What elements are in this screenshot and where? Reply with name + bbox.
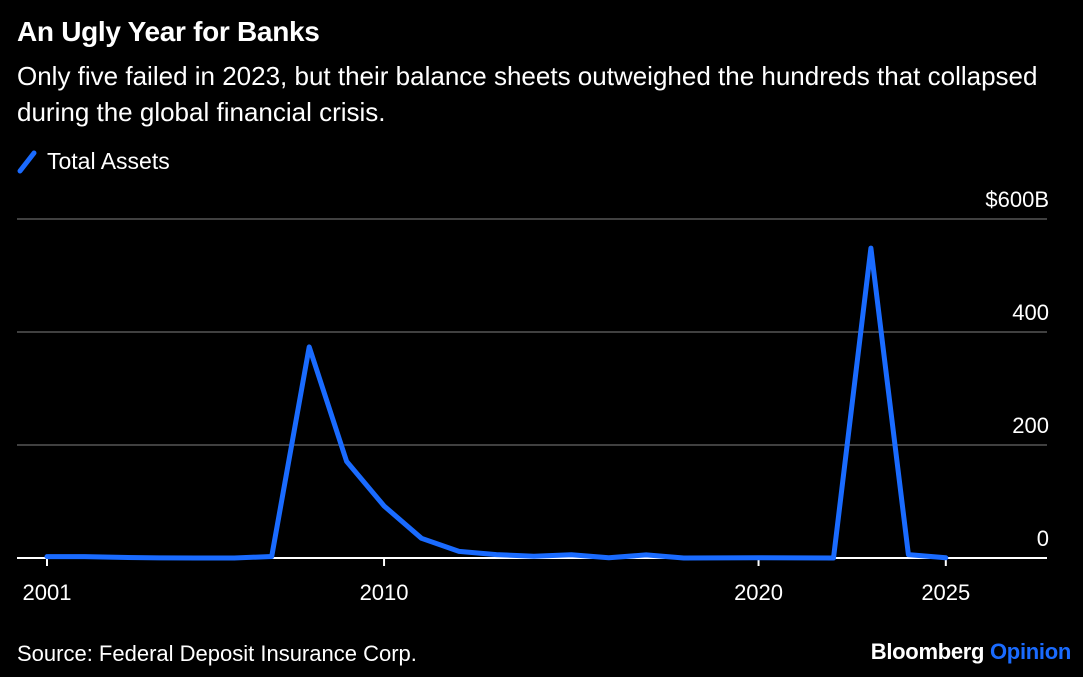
legend-swatch-total-assets bbox=[17, 150, 37, 173]
legend: Total Assets bbox=[17, 148, 170, 175]
x-axis-labels: 2001 2010 2020 2025 bbox=[23, 580, 971, 605]
brand-logo: Bloomberg Opinion bbox=[870, 639, 1072, 665]
y-tick-label: 200 bbox=[1012, 413, 1049, 438]
y-tick-label: $600B bbox=[985, 187, 1049, 212]
legend-label-total-assets: Total Assets bbox=[47, 148, 170, 174]
x-tick-label: 2020 bbox=[734, 580, 783, 605]
source-note: Source: Federal Deposit Insurance Corp. bbox=[17, 641, 417, 666]
y-tick-label: 0 bbox=[1037, 526, 1049, 551]
gridlines bbox=[17, 218, 1047, 446]
brand-suffix: Opinion bbox=[990, 639, 1071, 664]
x-tick-label: 2001 bbox=[23, 580, 72, 605]
x-tick-label: 2010 bbox=[360, 580, 409, 605]
chart-title: An Ugly Year for Banks bbox=[17, 16, 320, 47]
y-tick-label: 400 bbox=[1012, 300, 1049, 325]
brand-name: Bloomberg bbox=[870, 639, 985, 664]
series-line-total-assets bbox=[44, 245, 949, 561]
x-tick-label: 2025 bbox=[921, 580, 970, 605]
y-axis-labels: $600B 400 200 0 bbox=[985, 187, 1049, 551]
chart-subtitle: Only five failed in 2023, but their bala… bbox=[17, 61, 1038, 127]
series-total-assets bbox=[44, 245, 949, 561]
